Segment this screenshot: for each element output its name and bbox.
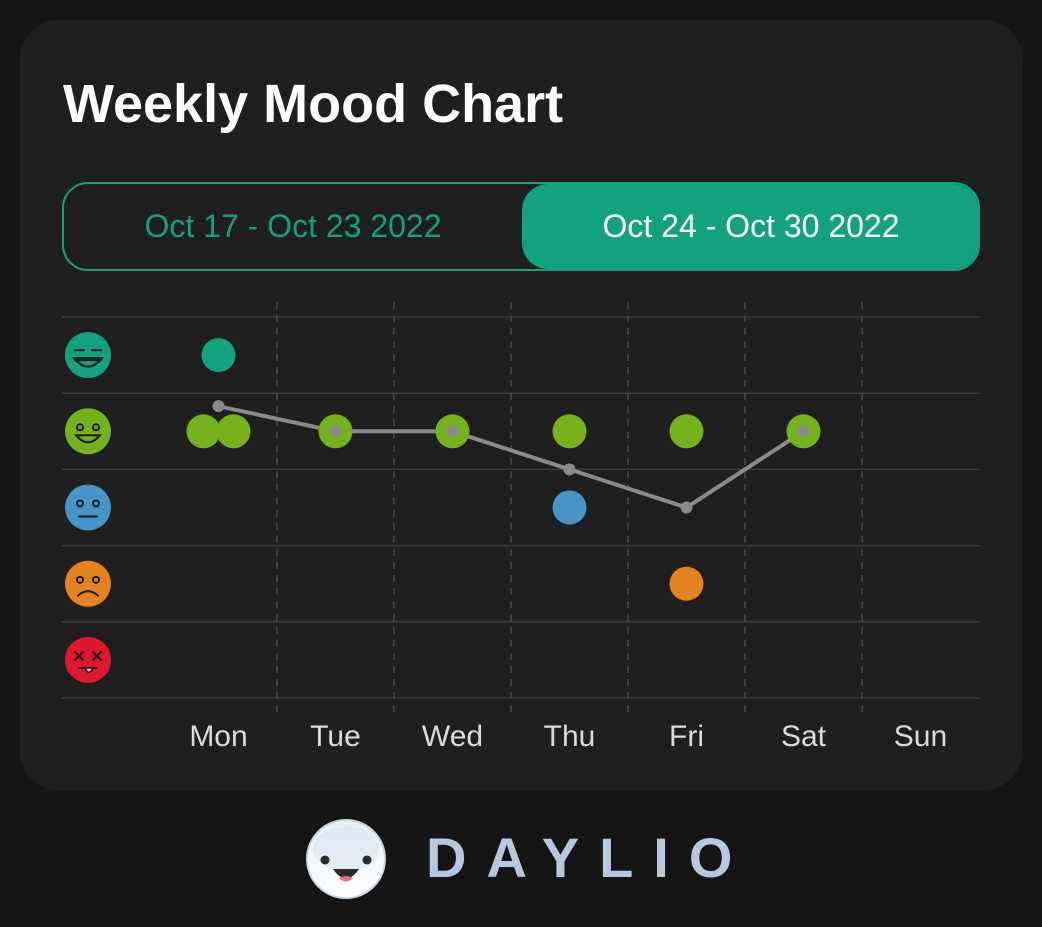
average-point — [797, 425, 810, 438]
bad-face-icon — [65, 560, 111, 607]
average-point — [563, 463, 576, 476]
mood-entry-dot — [552, 414, 587, 449]
daylio-smiley-logo-icon — [306, 819, 386, 899]
brand-wordmark: DAYLIO — [426, 826, 753, 889]
face-eye — [92, 575, 100, 584]
rad-face-icon — [65, 332, 111, 379]
day-label-mon: Mon — [189, 720, 247, 753]
mood-chart-card: Weekly Mood Chart Oct 17 - Oct 23 2022 O… — [20, 20, 1022, 790]
face-mouth — [73, 434, 103, 444]
face-mouth — [77, 590, 99, 597]
average-point — [212, 400, 225, 413]
face-eye — [76, 499, 84, 508]
mood-entry-dot — [552, 490, 587, 525]
face-mouth — [71, 357, 105, 368]
average-point — [680, 501, 693, 514]
mood-entry-dot — [669, 414, 704, 449]
face-eye — [92, 499, 100, 508]
average-point — [329, 425, 342, 438]
meh-face-icon — [65, 484, 111, 531]
mood-entry-dot — [669, 566, 704, 601]
awful-face-icon — [65, 636, 111, 683]
day-label-thu: Thu — [544, 720, 596, 753]
mood-entry-dot — [216, 414, 251, 449]
face-tongue — [83, 667, 95, 674]
face-eye-x — [74, 650, 84, 661]
face-eye-x — [92, 650, 102, 661]
day-label-sat: Sat — [781, 720, 827, 753]
face-eye — [76, 575, 84, 584]
week-option-current[interactable]: Oct 24 - Oct 30 2022 — [522, 184, 978, 269]
day-label-tue: Tue — [310, 720, 361, 753]
day-label-wed: Wed — [422, 720, 483, 753]
face-eye — [92, 423, 100, 432]
face-eye — [76, 423, 84, 432]
chart-title: Weekly Mood Chart — [63, 74, 564, 134]
mood-entry-dot — [201, 338, 236, 373]
good-face-icon — [65, 408, 111, 455]
day-label-fri: Fri — [669, 720, 704, 753]
day-label-sun: Sun — [894, 720, 947, 753]
average-mood-line — [218, 404, 805, 510]
week-selector: Oct 17 - Oct 23 2022 Oct 24 - Oct 30 202… — [62, 182, 980, 271]
mood-entry-dot — [186, 414, 221, 449]
week-option-previous[interactable]: Oct 17 - Oct 23 2022 — [144, 208, 442, 244]
average-point — [446, 425, 459, 438]
